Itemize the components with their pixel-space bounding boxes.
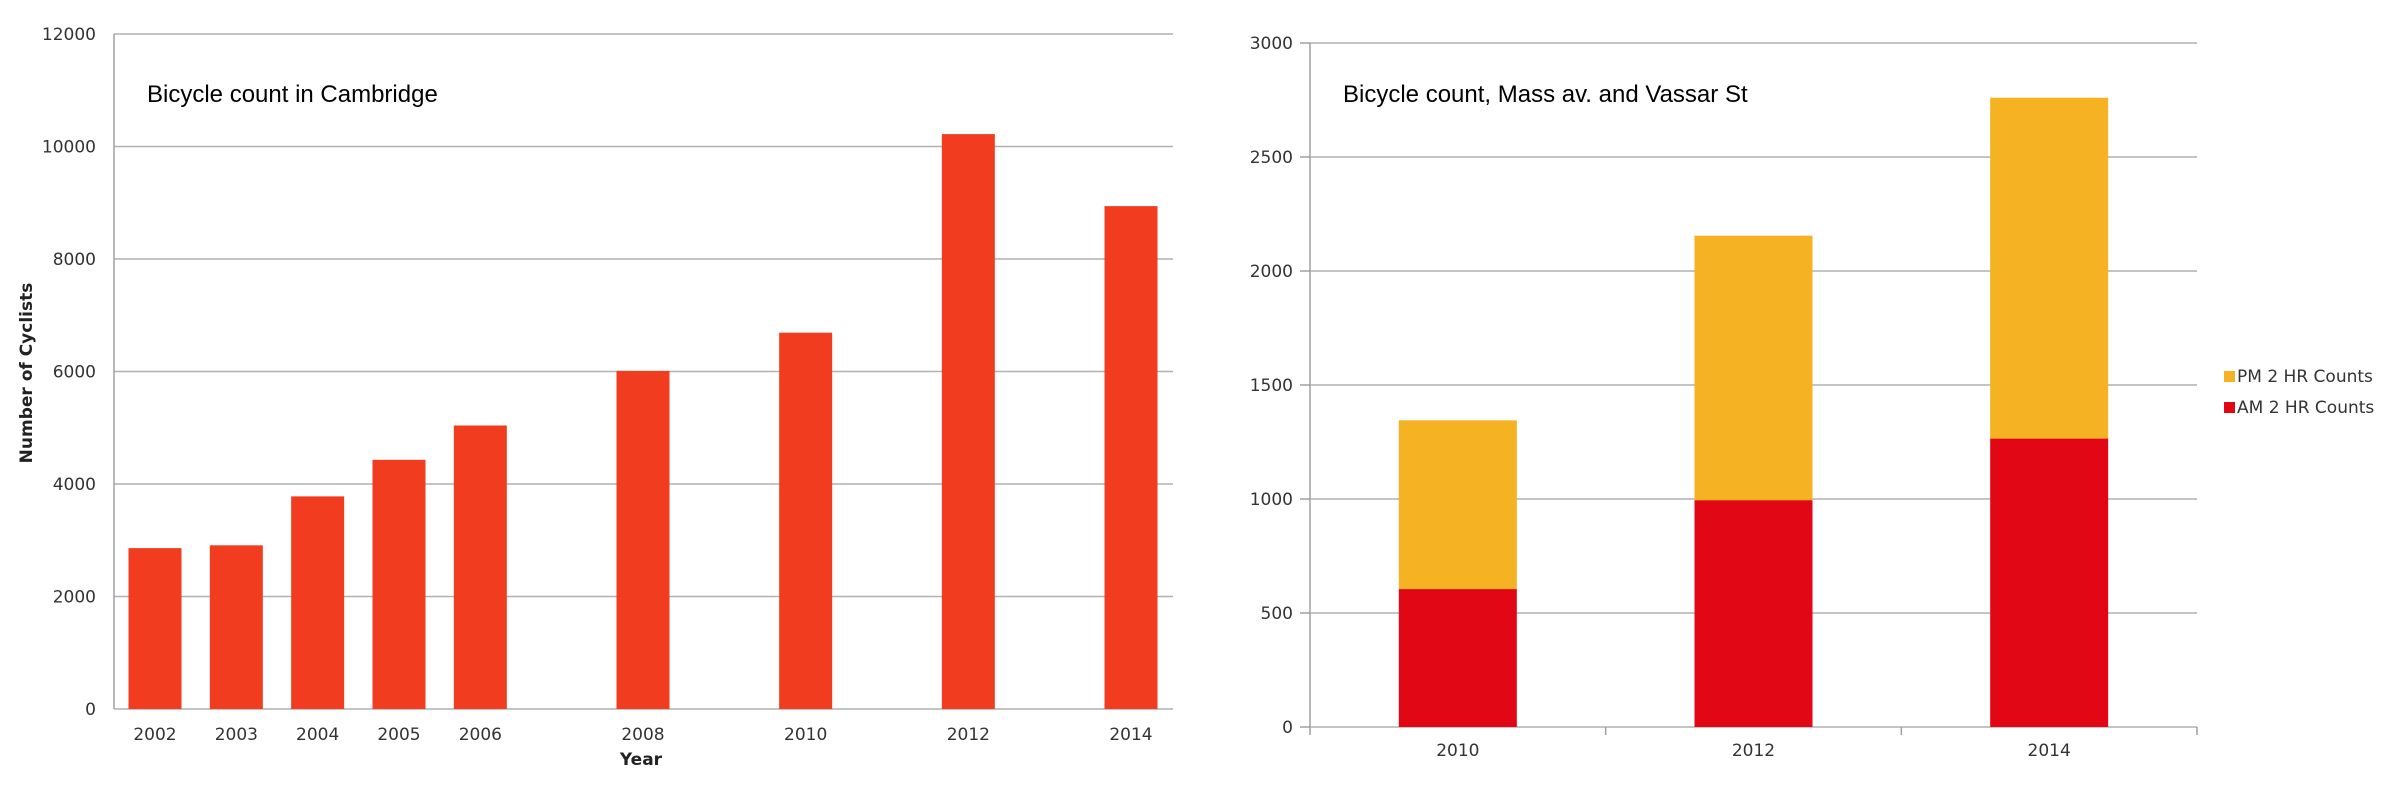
left-bar xyxy=(209,545,263,709)
right-x-tick-labels: 2010 2012 2014 xyxy=(1436,741,2071,761)
left-bars xyxy=(128,134,1158,709)
left-x-tick-label: 2010 xyxy=(784,725,827,745)
legend-swatch xyxy=(2224,371,2235,382)
left-y-tick-labels: 0 2000 4000 6000 8000 10000 12000 xyxy=(42,25,96,720)
left-x-tick-label: 2006 xyxy=(459,725,502,745)
left-x-tick-label: 2002 xyxy=(133,725,176,745)
right-y-tick-label: 0 xyxy=(1282,718,1293,738)
right-gridlines xyxy=(1300,42,2198,735)
right-bar-segment xyxy=(1990,438,2109,727)
right-y-tick-label: 3000 xyxy=(1250,34,1293,54)
left-y-axis-label: Number of Cyclists xyxy=(17,283,37,464)
left-bar xyxy=(128,548,182,709)
right-bar-segment xyxy=(1694,235,1813,501)
right-bar-segment xyxy=(1694,500,1813,727)
right-bar-segment xyxy=(1990,97,2109,439)
left-y-tick-label: 8000 xyxy=(53,250,96,270)
left-y-tick-label: 0 xyxy=(85,700,96,720)
left-x-tick-label: 2004 xyxy=(296,725,339,745)
right-x-tick-label: 2010 xyxy=(1436,741,1479,761)
left-bar xyxy=(941,134,995,709)
right-bar-segment xyxy=(1398,420,1517,590)
right-chart-title: Bicycle count, Mass av. and Vassar St xyxy=(1343,81,1748,108)
left-chart-title: Bicycle count in Cambridge xyxy=(147,81,438,108)
right-y-tick-label: 2000 xyxy=(1250,262,1293,282)
left-bar xyxy=(453,425,507,709)
legend-swatch xyxy=(2224,402,2235,413)
left-bar xyxy=(779,332,833,709)
left-bar xyxy=(1104,206,1158,709)
left-bar xyxy=(616,370,670,709)
left-x-tick-label: 2008 xyxy=(621,725,664,745)
left-y-tick-label: 10000 xyxy=(42,138,96,158)
left-y-tick-label: 6000 xyxy=(53,363,96,383)
right-y-tick-label: 1000 xyxy=(1250,490,1293,510)
left-y-tick-label: 12000 xyxy=(42,25,96,45)
right-y-tick-labels: 0 500 1000 1500 2000 2500 3000 xyxy=(1250,34,1293,738)
right-y-tick-label: 2500 xyxy=(1250,148,1293,168)
right-y-tick-label: 500 xyxy=(1261,604,1293,624)
right-x-tick-label: 2012 xyxy=(1732,741,1775,761)
left-x-tick-label: 2003 xyxy=(215,725,258,745)
left-x-tick-label: 2012 xyxy=(947,725,990,745)
left-y-tick-label: 4000 xyxy=(53,475,96,495)
left-x-tick-labels: 2002 2003 2004 2005 2006 2008 2010 2012 2014 xyxy=(133,725,1152,745)
left-bar xyxy=(372,459,426,709)
right-y-tick-label: 1500 xyxy=(1250,376,1293,396)
right-legend: PM 2 HR Counts AM 2 HR Counts xyxy=(2224,367,2374,418)
cambridge-bar-chart: 0 2000 4000 6000 8000 10000 12000 2002 2003 2004… xyxy=(17,25,1173,770)
left-x-tick-label: 2005 xyxy=(377,725,420,745)
left-y-tick-label: 2000 xyxy=(53,588,96,608)
left-x-axis-label: Year xyxy=(619,750,663,770)
right-bar-segment xyxy=(1398,589,1517,727)
legend-label: PM 2 HR Counts xyxy=(2237,367,2373,387)
right-stacked-bars xyxy=(1398,97,2109,727)
left-x-tick-label: 2014 xyxy=(1109,725,1152,745)
legend-label: AM 2 HR Counts xyxy=(2237,398,2374,418)
left-bar xyxy=(291,496,345,709)
right-x-tick-label: 2014 xyxy=(2028,741,2071,761)
